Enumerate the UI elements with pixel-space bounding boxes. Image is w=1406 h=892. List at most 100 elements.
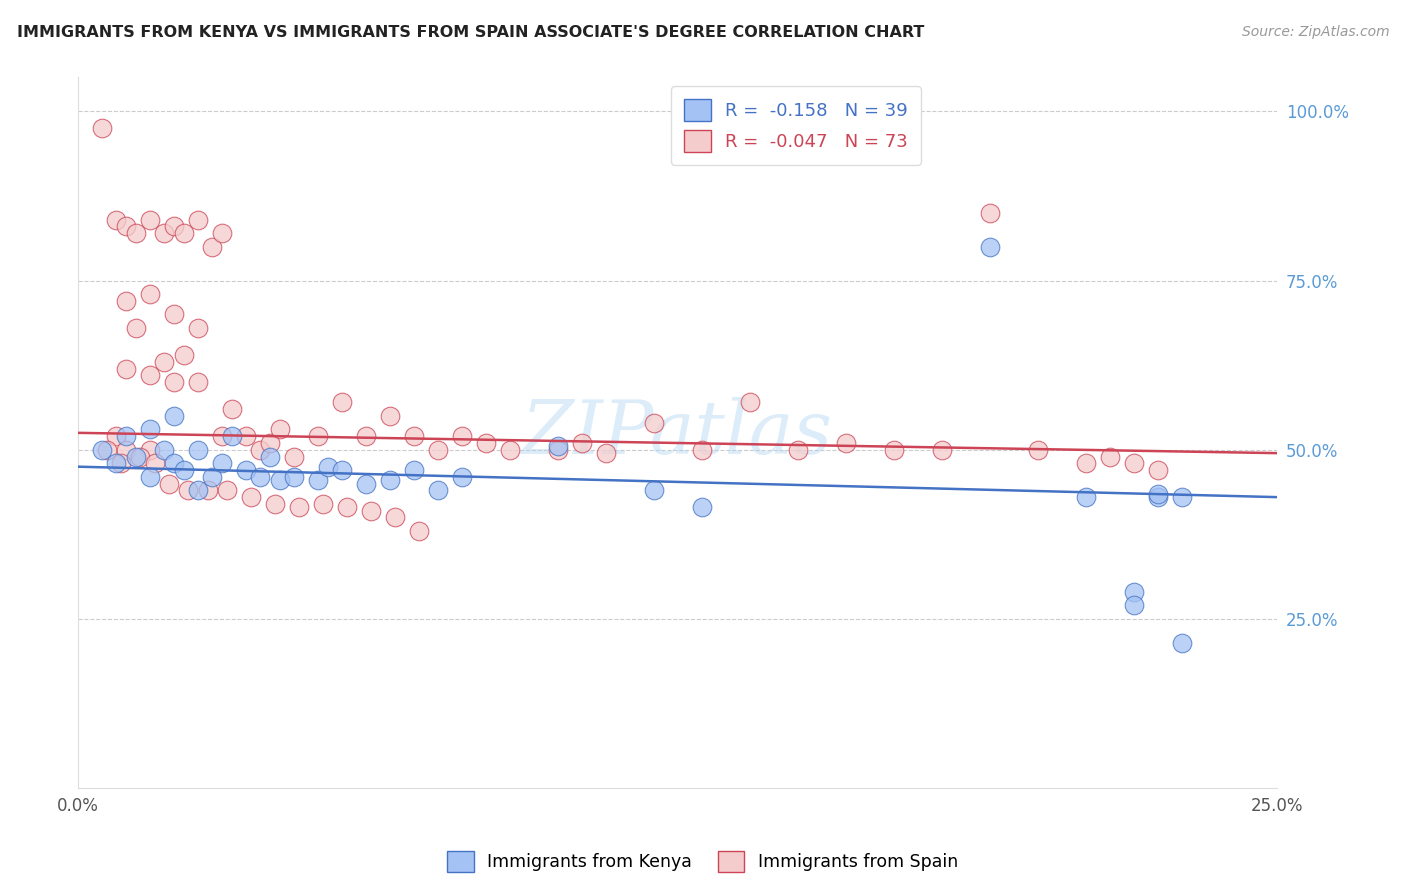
Point [354, 429, 377, 443]
Point [239, 490, 262, 504]
Point [402, 463, 425, 477]
Point [330, 463, 353, 477]
Point [153, 226, 176, 240]
Point [139, 422, 162, 436]
Point [249, 470, 271, 484]
Point [221, 402, 243, 417]
Point [1074, 456, 1097, 470]
Point [125, 321, 148, 335]
Point [115, 429, 138, 443]
Legend: R =  -0.158   N = 39, R =  -0.047   N = 73: R = -0.158 N = 39, R = -0.047 N = 73 [671, 87, 921, 165]
Point [157, 476, 180, 491]
Point [690, 500, 713, 515]
Point [360, 504, 382, 518]
Point [283, 450, 305, 464]
Point [426, 483, 449, 498]
Point [211, 429, 233, 443]
Point [547, 439, 569, 453]
Point [139, 212, 162, 227]
Point [153, 355, 176, 369]
Point [91, 442, 114, 457]
Point [269, 473, 291, 487]
Point [187, 212, 209, 227]
Point [163, 219, 186, 234]
Point [979, 240, 1001, 254]
Point [312, 497, 335, 511]
Point [173, 463, 195, 477]
Point [105, 429, 128, 443]
Point [215, 483, 238, 498]
Point [1122, 599, 1144, 613]
Point [307, 429, 329, 443]
Point [163, 375, 186, 389]
Text: ZIPatlas: ZIPatlas [522, 397, 834, 469]
Point [163, 456, 186, 470]
Point [143, 456, 166, 470]
Point [115, 442, 138, 457]
Point [269, 422, 291, 436]
Point [931, 442, 953, 457]
Point [288, 500, 311, 515]
Point [115, 361, 138, 376]
Point [571, 436, 593, 450]
Point [187, 442, 209, 457]
Point [475, 436, 498, 450]
Point [316, 459, 339, 474]
Point [499, 442, 522, 457]
Point [283, 470, 305, 484]
Point [105, 212, 128, 227]
Point [197, 483, 219, 498]
Point [177, 483, 200, 498]
Point [307, 473, 329, 487]
Point [129, 450, 152, 464]
Point [1122, 585, 1144, 599]
Point [187, 483, 209, 498]
Point [201, 240, 224, 254]
Point [378, 473, 401, 487]
Point [139, 287, 162, 301]
Point [408, 524, 430, 538]
Point [1146, 487, 1168, 501]
Point [187, 375, 209, 389]
Point [643, 416, 665, 430]
Point [259, 436, 281, 450]
Point [595, 446, 617, 460]
Point [1170, 490, 1192, 504]
Point [1146, 463, 1168, 477]
Point [115, 293, 138, 308]
Point [163, 409, 186, 423]
Point [125, 450, 148, 464]
Point [354, 476, 377, 491]
Point [979, 206, 1001, 220]
Point [1122, 456, 1144, 470]
Point [173, 226, 195, 240]
Point [221, 429, 243, 443]
Text: Source: ZipAtlas.com: Source: ZipAtlas.com [1241, 25, 1389, 39]
Point [1170, 635, 1192, 649]
Point [402, 429, 425, 443]
Point [426, 442, 449, 457]
Point [173, 348, 195, 362]
Text: IMMIGRANTS FROM KENYA VS IMMIGRANTS FROM SPAIN ASSOCIATE'S DEGREE CORRELATION CH: IMMIGRANTS FROM KENYA VS IMMIGRANTS FROM… [17, 25, 924, 40]
Point [163, 307, 186, 321]
Point [187, 321, 209, 335]
Point [115, 219, 138, 234]
Point [125, 226, 148, 240]
Point [105, 456, 128, 470]
Point [139, 368, 162, 383]
Point [139, 442, 162, 457]
Point [211, 456, 233, 470]
Point [835, 436, 858, 450]
Point [91, 121, 114, 136]
Point [643, 483, 665, 498]
Point [96, 442, 118, 457]
Point [1026, 442, 1049, 457]
Point [153, 442, 176, 457]
Point [139, 470, 162, 484]
Point [738, 395, 761, 409]
Point [330, 395, 353, 409]
Point [547, 442, 569, 457]
Point [235, 463, 257, 477]
Point [690, 442, 713, 457]
Point [1098, 450, 1121, 464]
